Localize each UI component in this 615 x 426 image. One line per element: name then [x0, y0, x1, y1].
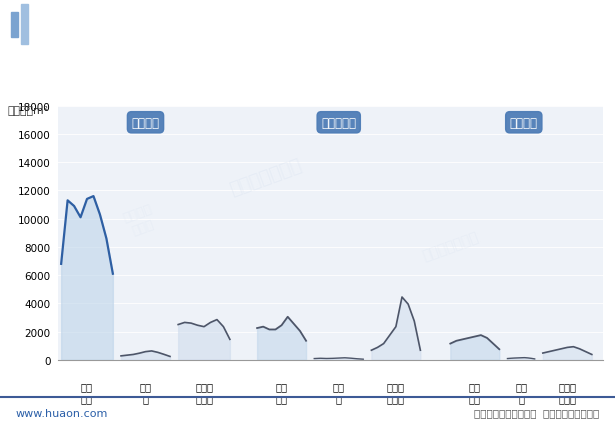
Text: www.huaon.com: www.huaon.com	[15, 408, 108, 417]
Text: 施工面积: 施工面积	[132, 116, 159, 130]
Text: 专业严谨 • 客观科学: 专业严谨 • 客观科学	[526, 19, 597, 32]
Text: 商品
住宅: 商品 住宅	[276, 382, 288, 403]
Text: 竣工面积: 竣工面积	[510, 116, 538, 130]
Text: 华经产业研究院: 华经产业研究院	[421, 229, 480, 262]
Text: 办公
楼: 办公 楼	[515, 382, 527, 403]
Text: 数据来源：国家统计局  华经产业研究院整理: 数据来源：国家统计局 华经产业研究院整理	[474, 408, 600, 417]
Text: 2016-2024年1-7月新疆维吾尔自治区房地产施工面积情况: 2016-2024年1-7月新疆维吾尔自治区房地产施工面积情况	[154, 68, 461, 83]
Bar	[21, 5, 28, 45]
Text: 办公
楼: 办公 楼	[140, 382, 151, 403]
Text: 华经产业
研究院: 华经产业 研究院	[121, 202, 159, 239]
Bar	[11, 12, 18, 37]
Text: 商业营
业用房: 商业营 业用房	[558, 382, 576, 403]
Text: 商业营
业用房: 商业营 业用房	[387, 382, 405, 403]
Text: 单位：万m²: 单位：万m²	[7, 104, 49, 114]
Text: 办公
楼: 办公 楼	[333, 382, 345, 403]
Text: 商业营
业用房: 商业营 业用房	[195, 382, 213, 403]
Text: 商品
住宅: 商品 住宅	[81, 382, 93, 403]
Text: 新开工面积: 新开工面积	[321, 116, 356, 130]
Text: 商品
住宅: 商品 住宅	[469, 382, 481, 403]
Text: 华经情报网: 华经情报网	[46, 19, 84, 32]
Text: 华经产业研究院: 华经产业研究院	[227, 156, 304, 199]
